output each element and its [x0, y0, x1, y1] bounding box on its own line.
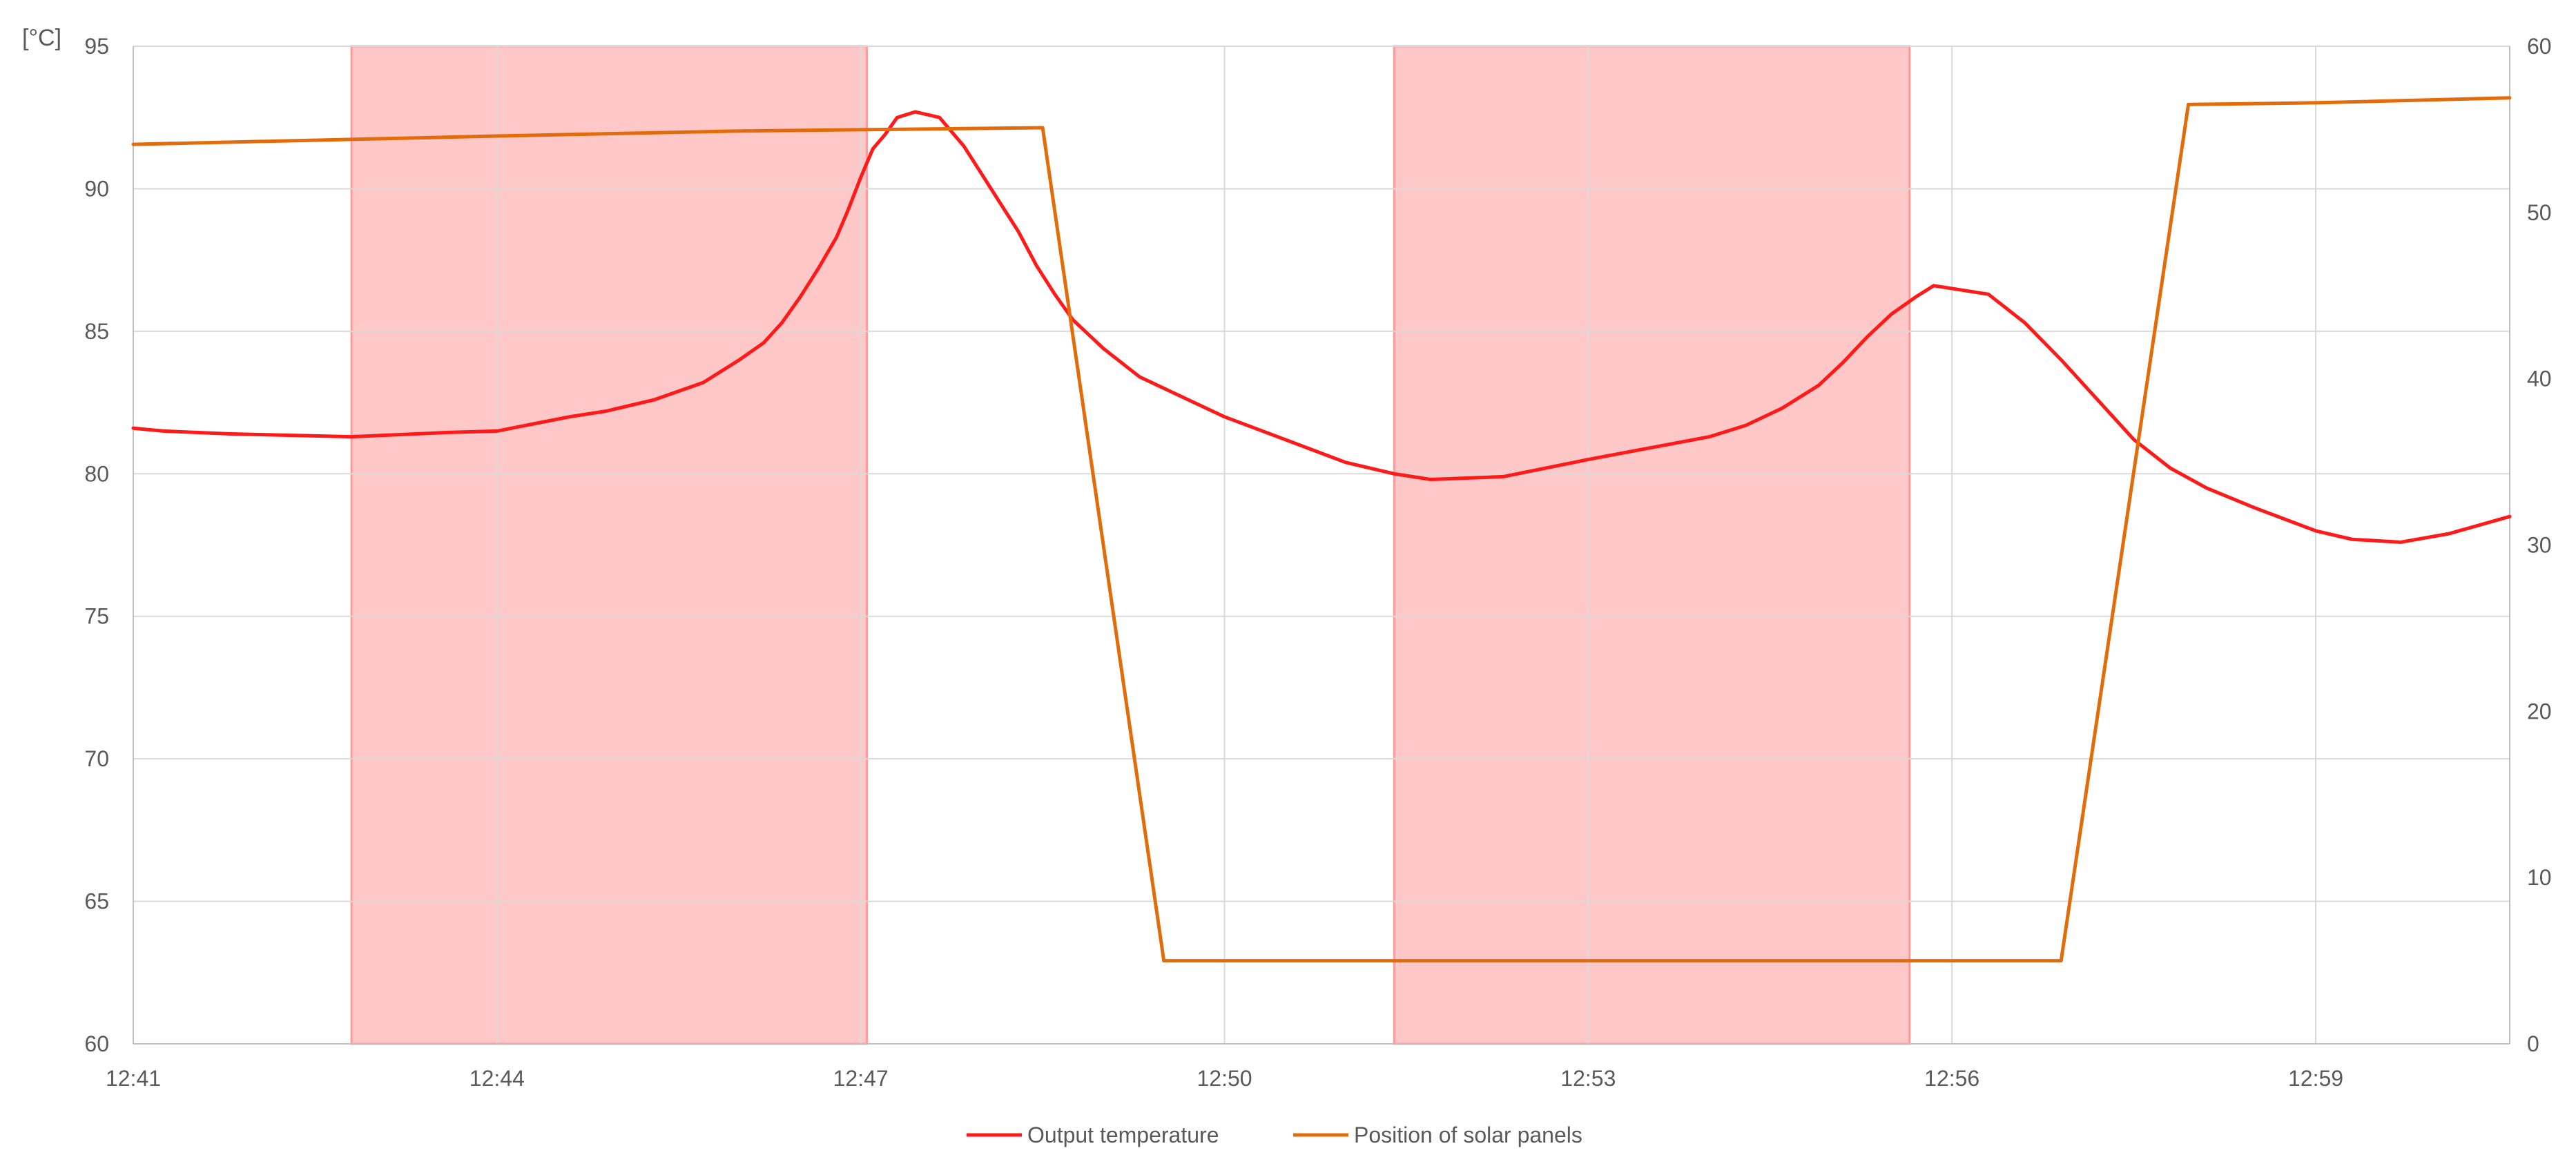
tick-labels: 60 65 70 75 80 85 90 95 0 10 20 30 40 50 60 12:41 12:44 1… — [84, 34, 2551, 1091]
y-right-tick-label: 50 — [2527, 200, 2552, 225]
y-left-tick-label: 75 — [84, 604, 109, 629]
y-right-tick-label: 40 — [2527, 367, 2552, 391]
legend: Output temperature Position of solar pane… — [967, 1123, 1582, 1147]
x-tick-label: 12:44 — [469, 1066, 525, 1091]
y-left-tick-label: 85 — [84, 319, 109, 344]
x-tick-label: 12:53 — [1560, 1066, 1616, 1091]
series-line-2 — [131, 96, 2512, 963]
y-left-tick-label: 65 — [84, 889, 109, 914]
y-right-tick-label: 0 — [2527, 1031, 2539, 1056]
legend-entry: Position of solar panels — [1293, 1123, 1582, 1147]
y-right-tick-label: 10 — [2527, 865, 2552, 890]
highlight-band-2 — [1393, 45, 1911, 1045]
y-right-tick-label: 60 — [2527, 34, 2552, 59]
axes — [133, 46, 2510, 1045]
x-tick-label: 12:50 — [1197, 1066, 1252, 1091]
y-left-tick-label: 90 — [84, 176, 109, 201]
y-right-tick-label: 20 — [2527, 699, 2552, 724]
highlight-bands — [350, 45, 1911, 1045]
gridlines — [133, 46, 2510, 1044]
series-lines — [131, 96, 2512, 963]
series-line-1 — [131, 110, 2512, 544]
legend-label: Position of solar panels — [1354, 1123, 1582, 1147]
highlight-band-1 — [350, 45, 868, 1045]
y-axis-unit-label: [°C] — [22, 25, 61, 51]
x-tick-label: 12:59 — [2288, 1066, 2343, 1091]
y-left-tick-label: 80 — [84, 461, 109, 486]
y-right-tick-label: 30 — [2527, 533, 2552, 558]
x-tick-label: 12:56 — [1924, 1066, 1979, 1091]
legend-label: Output temperature — [1027, 1123, 1219, 1147]
y-left-tick-label: 70 — [84, 746, 109, 771]
x-tick-label: 12:41 — [106, 1066, 161, 1091]
y-left-tick-label: 60 — [84, 1031, 109, 1056]
legend-entry: Output temperature — [967, 1123, 1219, 1147]
x-tick-label: 12:47 — [833, 1066, 889, 1091]
y-left-tick-label: 95 — [84, 34, 109, 59]
